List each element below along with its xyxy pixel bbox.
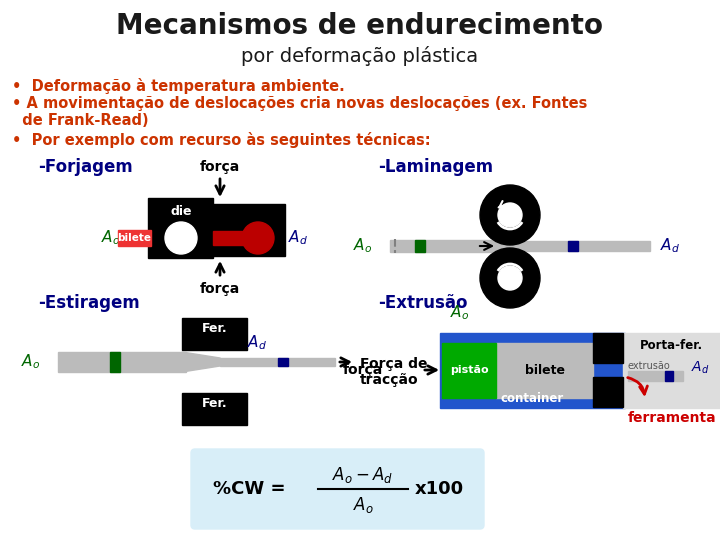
Circle shape	[480, 185, 540, 245]
Circle shape	[498, 266, 522, 290]
Bar	[213, 204, 285, 256]
Bar	[110, 352, 120, 372]
Text: -Extrusão: -Extrusão	[378, 294, 467, 312]
Text: %CW =: %CW =	[213, 480, 292, 498]
Bar	[213, 231, 248, 245]
Polygon shape	[182, 352, 220, 372]
Text: $A_d$: $A_d$	[247, 333, 267, 352]
Text: por deformação plástica: por deformação plástica	[241, 46, 479, 66]
Text: $A_d$: $A_d$	[660, 237, 680, 255]
Bar	[58, 352, 186, 372]
Circle shape	[480, 248, 540, 308]
Text: extrusão: extrusão	[628, 361, 671, 371]
Bar	[568, 241, 578, 251]
Text: $A_d$: $A_d$	[691, 360, 709, 376]
Text: Porta-fer.: Porta-fer.	[639, 339, 703, 352]
Bar	[593, 377, 623, 407]
Circle shape	[165, 222, 197, 254]
Text: -Forjagem: -Forjagem	[38, 158, 132, 176]
Text: die: die	[170, 205, 192, 218]
FancyBboxPatch shape	[191, 449, 484, 529]
Bar	[182, 318, 247, 350]
Bar	[118, 230, 151, 246]
Bar	[440, 333, 625, 408]
Bar	[515, 241, 650, 251]
Bar	[278, 358, 288, 366]
Text: $A_o$: $A_o$	[450, 303, 469, 322]
Text: força: força	[200, 282, 240, 296]
Text: Fer.: Fer.	[202, 397, 228, 410]
Text: Fer.: Fer.	[202, 322, 228, 335]
Bar	[415, 240, 425, 252]
Text: $A_o$: $A_o$	[353, 495, 374, 515]
Text: Força de
tracção: Força de tracção	[360, 357, 428, 387]
Circle shape	[498, 203, 522, 227]
Text: bilete: bilete	[525, 363, 565, 376]
Text: $A_o - A_d$: $A_o - A_d$	[333, 465, 394, 485]
Text: x100: x100	[415, 480, 464, 498]
Bar	[623, 333, 720, 408]
Text: •  Deformação à temperatura ambiente.: • Deformação à temperatura ambiente.	[12, 78, 345, 94]
Text: $A_o$: $A_o$	[21, 353, 40, 372]
Text: $A_o$: $A_o$	[101, 228, 120, 247]
Bar	[390, 240, 515, 252]
Text: • A movimentação de deslocações cria novas deslocações (ex. Fontes
  de Frank-Re: • A movimentação de deslocações cria nov…	[12, 96, 588, 129]
Text: $A_o$: $A_o$	[353, 237, 372, 255]
Text: •  Por exemplo com recurso às seguintes técnicas:: • Por exemplo com recurso às seguintes t…	[12, 132, 431, 148]
Bar	[665, 371, 673, 381]
Bar	[220, 358, 335, 366]
Text: bilete: bilete	[117, 233, 151, 243]
Text: ferramenta: ferramenta	[628, 411, 716, 425]
Text: Mecanismos de endurecimento: Mecanismos de endurecimento	[117, 12, 603, 40]
Text: força: força	[343, 363, 383, 377]
Bar	[442, 343, 496, 398]
Text: força: força	[200, 160, 240, 174]
Bar	[496, 343, 593, 398]
Bar	[148, 198, 213, 258]
Text: -Estiragem: -Estiragem	[38, 294, 140, 312]
Bar	[628, 371, 683, 381]
Bar	[182, 393, 247, 425]
Text: -Laminagem: -Laminagem	[378, 158, 493, 176]
Bar	[593, 333, 623, 363]
Circle shape	[242, 222, 274, 254]
Text: $A_d$: $A_d$	[288, 228, 308, 247]
Text: container: container	[500, 392, 564, 405]
Text: pistão: pistão	[450, 365, 488, 375]
